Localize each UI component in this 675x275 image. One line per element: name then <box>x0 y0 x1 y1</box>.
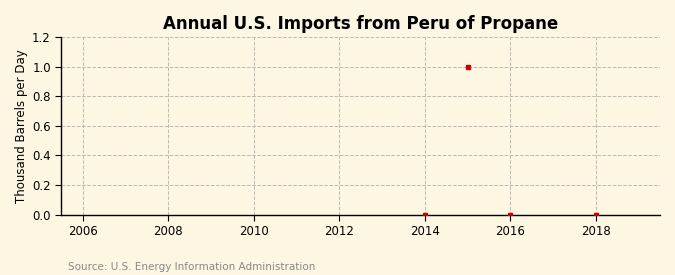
Text: Source: U.S. Energy Information Administration: Source: U.S. Energy Information Administ… <box>68 262 315 272</box>
Y-axis label: Thousand Barrels per Day: Thousand Barrels per Day <box>15 49 28 203</box>
Title: Annual U.S. Imports from Peru of Propane: Annual U.S. Imports from Peru of Propane <box>163 15 558 33</box>
